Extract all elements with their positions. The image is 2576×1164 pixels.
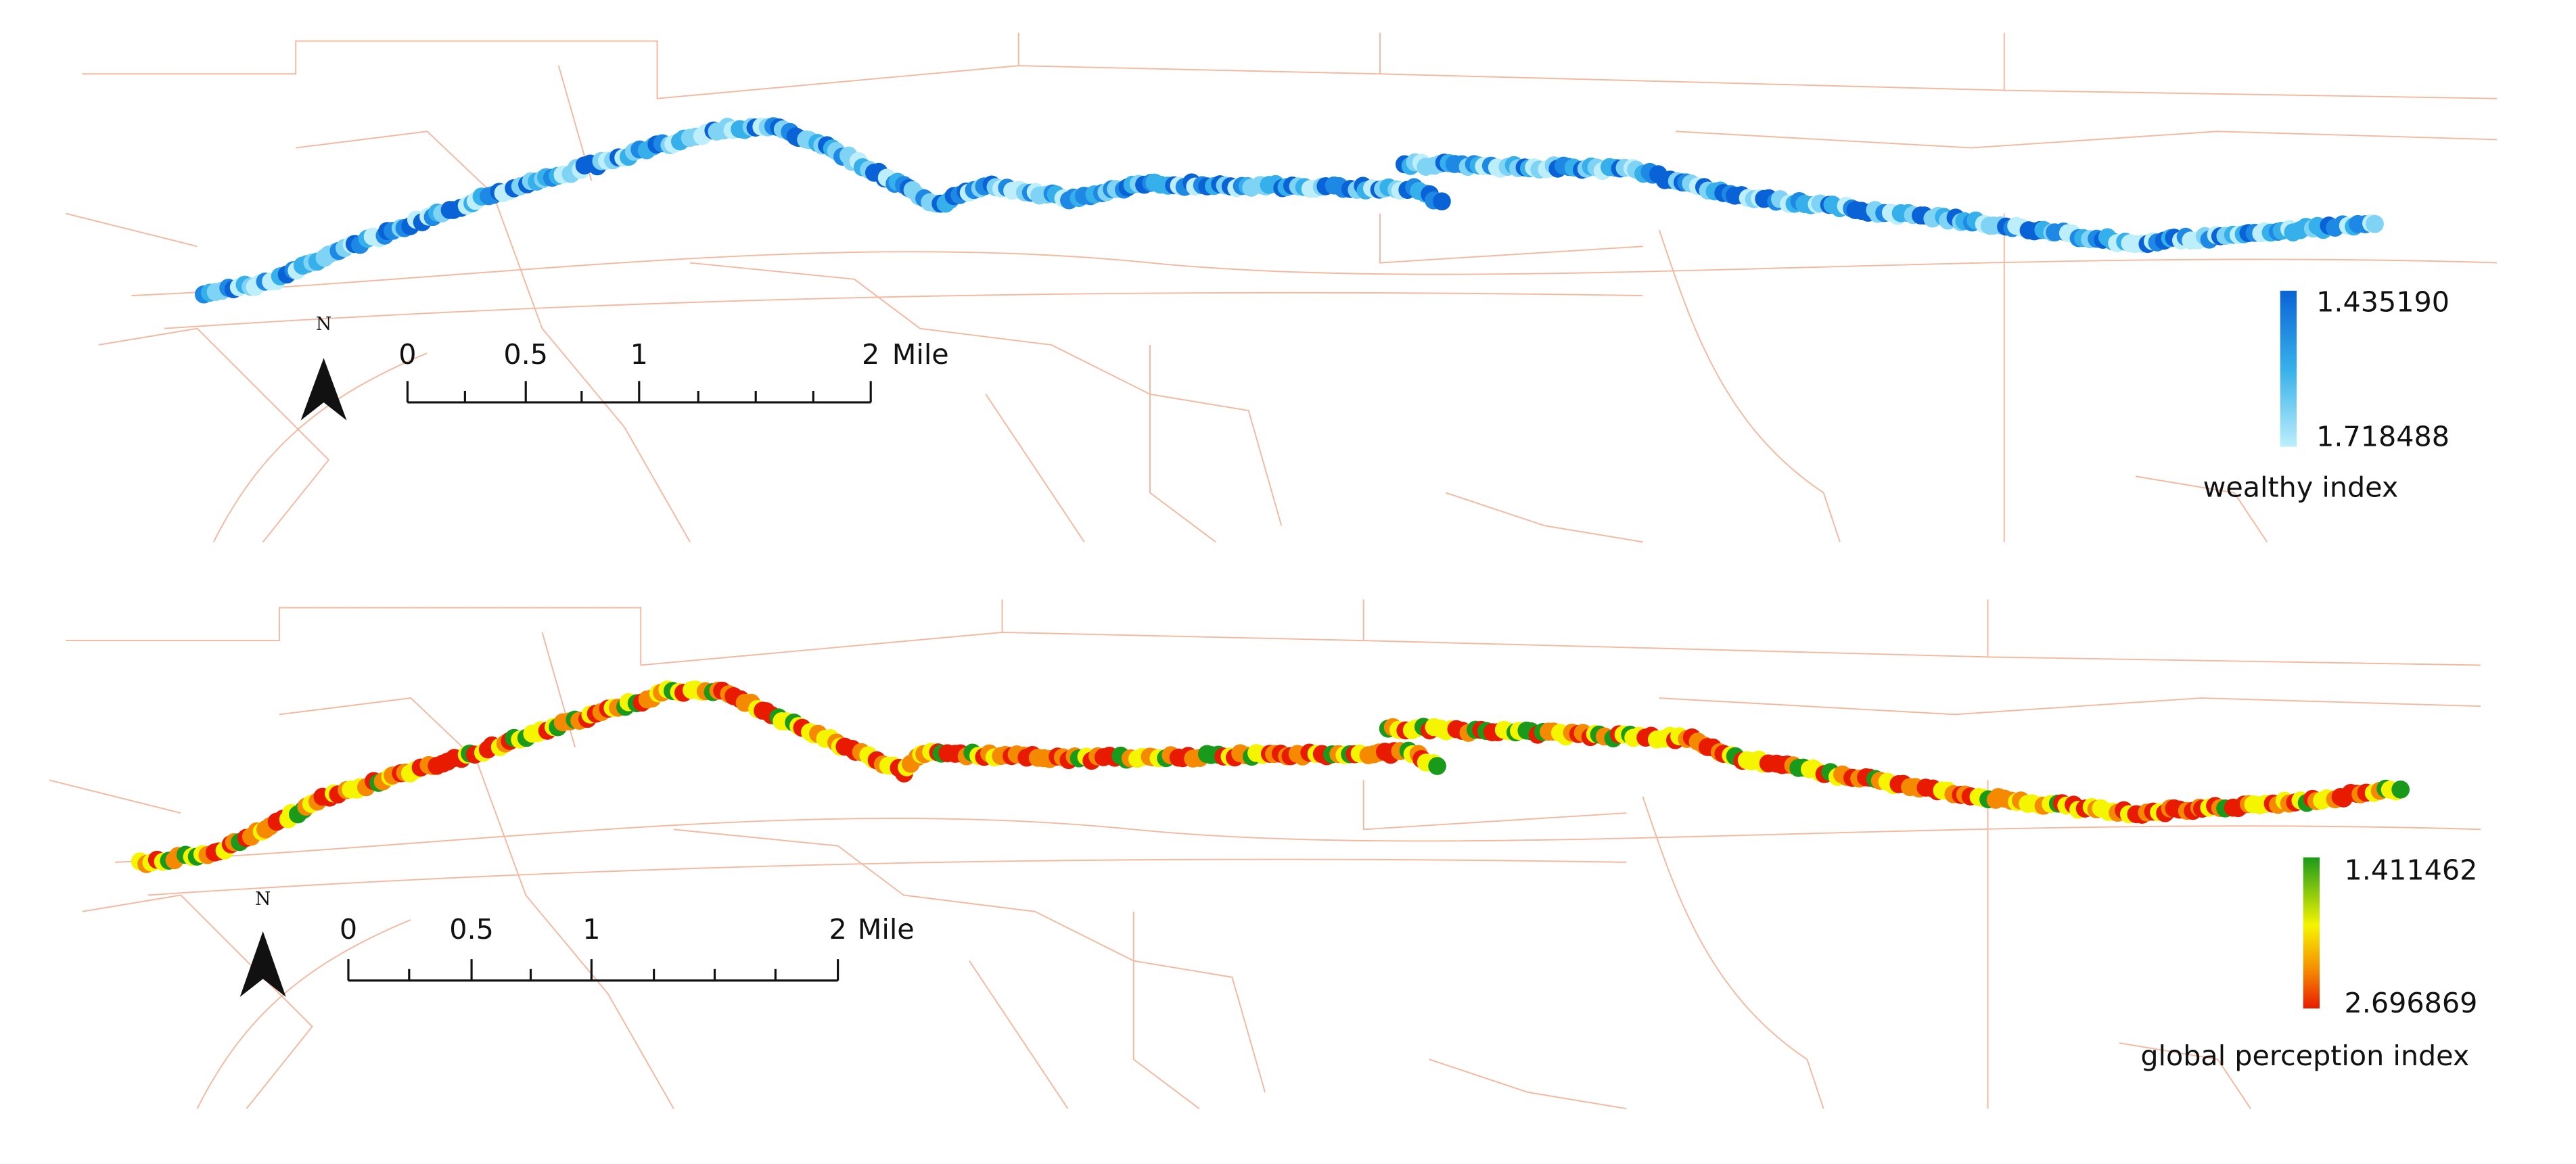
legend-top-label: 1.435190 (2316, 285, 2450, 318)
route-point (1428, 757, 1446, 775)
legend-ramp (2280, 290, 2297, 447)
scale-label: 0 (340, 913, 357, 946)
panel-bottom: N 0 0.5 1 2 Mile 1.411462 2.696869 globa… (49, 599, 2481, 1110)
legend-bottom-label: 1.718488 (2316, 420, 2450, 452)
north-label: N (255, 889, 271, 910)
north-arrow (239, 931, 286, 998)
scale-label: 2 (862, 338, 879, 371)
route-point (2391, 780, 2410, 799)
scale-unit: Mile (858, 913, 915, 946)
road-network (49, 599, 2481, 1110)
panel-top: N 0 0.5 1 2 Mile 1.435190 1.718488 wealt… (65, 32, 2498, 543)
legend-ramp (2303, 857, 2320, 1009)
route (194, 117, 2384, 304)
route (131, 680, 2410, 873)
scale-unit: Mile (892, 338, 949, 371)
scale-label: 2 (829, 913, 846, 946)
scale-label: 0.5 (449, 913, 494, 946)
legend-top-label: 1.411462 (2344, 854, 2477, 886)
scale-label: 0 (398, 338, 416, 371)
north-label: N (316, 314, 331, 335)
scale-label: 1 (582, 913, 600, 946)
scale-label: 1 (630, 338, 648, 371)
route-point (2366, 214, 2384, 233)
legend-title: global perception index (2140, 1040, 2469, 1072)
north-arrow (300, 358, 347, 421)
legend-bottom-label: 2.696869 (2344, 987, 2477, 1019)
route-point (1433, 192, 1451, 211)
scale-bar (347, 959, 840, 982)
road-network (65, 32, 2498, 543)
scale-bar (406, 381, 872, 404)
scale-label: 0.5 (503, 338, 548, 371)
legend-title: wealthy index (2203, 471, 2399, 504)
